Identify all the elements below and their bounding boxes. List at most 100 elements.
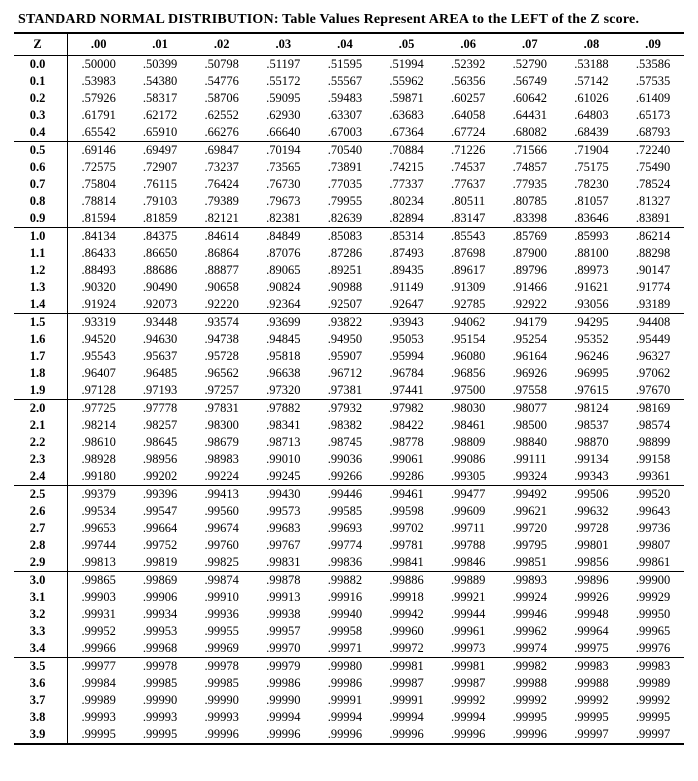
z-cell: 3.1 (14, 589, 68, 606)
col-header: .00 (68, 33, 130, 56)
value-cell: .99983 (561, 658, 623, 676)
value-cell: .83398 (499, 210, 561, 228)
value-cell: .60257 (437, 90, 499, 107)
value-cell: .94630 (129, 331, 191, 348)
value-cell: .99968 (129, 640, 191, 658)
value-cell: .94845 (252, 331, 314, 348)
value-cell: .51595 (314, 56, 376, 74)
z-cell: 3.3 (14, 623, 68, 640)
value-cell: .98214 (68, 417, 130, 434)
value-cell: .95818 (252, 348, 314, 365)
col-header: .04 (314, 33, 376, 56)
table-row: 1.8.96407.96485.96562.96638.96712.96784.… (14, 365, 684, 382)
col-header: .05 (376, 33, 438, 56)
value-cell: .97882 (252, 400, 314, 418)
value-cell: .86864 (191, 245, 253, 262)
value-cell: .80785 (499, 193, 561, 210)
value-cell: .78230 (561, 176, 623, 193)
value-cell: .99953 (129, 623, 191, 640)
table-row: 0.6.72575.72907.73237.73565.73891.74215.… (14, 159, 684, 176)
value-cell: .84849 (252, 228, 314, 246)
value-cell: .81327 (622, 193, 684, 210)
value-cell: .97193 (129, 382, 191, 400)
value-cell: .93448 (129, 314, 191, 332)
table-row: 2.8.99744.99752.99760.99767.99774.99781.… (14, 537, 684, 554)
value-cell: .99609 (437, 503, 499, 520)
value-cell: .95907 (314, 348, 376, 365)
value-cell: .98124 (561, 400, 623, 418)
value-cell: .93189 (622, 296, 684, 314)
value-cell: .99653 (68, 520, 130, 537)
value-cell: .93319 (68, 314, 130, 332)
value-cell: .99973 (437, 640, 499, 658)
value-cell: .99874 (191, 572, 253, 590)
value-cell: .99992 (561, 692, 623, 709)
value-cell: .96327 (622, 348, 684, 365)
value-cell: .76424 (191, 176, 253, 193)
value-cell: .97615 (561, 382, 623, 400)
value-cell: .95154 (437, 331, 499, 348)
value-cell: .93056 (561, 296, 623, 314)
value-cell: .99987 (437, 675, 499, 692)
col-header: .02 (191, 33, 253, 56)
value-cell: .87900 (499, 245, 561, 262)
z-cell: 2.0 (14, 400, 68, 418)
value-cell: .89796 (499, 262, 561, 279)
value-cell: .87493 (376, 245, 438, 262)
value-cell: .99305 (437, 468, 499, 486)
value-cell: .99585 (314, 503, 376, 520)
value-cell: .88686 (129, 262, 191, 279)
table-row: 2.6.99534.99547.99560.99573.99585.99598.… (14, 503, 684, 520)
value-cell: .52392 (437, 56, 499, 74)
value-cell: .79955 (314, 193, 376, 210)
value-cell: .99962 (499, 623, 561, 640)
value-cell: .99992 (622, 692, 684, 709)
value-cell: .99965 (622, 623, 684, 640)
value-cell: .77637 (437, 176, 499, 193)
value-cell: .99846 (437, 554, 499, 572)
table-row: 3.4.99966.99968.99969.99970.99971.99972.… (14, 640, 684, 658)
value-cell: .85769 (499, 228, 561, 246)
value-cell: .83891 (622, 210, 684, 228)
value-cell: .98645 (129, 434, 191, 451)
value-cell: .93574 (191, 314, 253, 332)
value-cell: .93822 (314, 314, 376, 332)
value-cell: .99983 (622, 658, 684, 676)
value-cell: .99492 (499, 486, 561, 504)
value-cell: .95254 (499, 331, 561, 348)
value-cell: .67364 (376, 124, 438, 142)
value-cell: .94062 (437, 314, 499, 332)
z-cell: 0.2 (14, 90, 68, 107)
table-row: 1.7.95543.95637.95728.95818.95907.95994.… (14, 348, 684, 365)
value-cell: .99993 (191, 709, 253, 726)
value-cell: .99632 (561, 503, 623, 520)
value-cell: .99547 (129, 503, 191, 520)
value-cell: .83147 (437, 210, 499, 228)
value-cell: .99975 (561, 640, 623, 658)
value-cell: .99224 (191, 468, 253, 486)
value-cell: .93699 (252, 314, 314, 332)
table-row: 1.3.90320.90490.90658.90824.90988.91149.… (14, 279, 684, 296)
value-cell: .98713 (252, 434, 314, 451)
value-cell: .99878 (252, 572, 314, 590)
z-cell: 3.0 (14, 572, 68, 590)
value-cell: .90824 (252, 279, 314, 296)
value-cell: .84134 (68, 228, 130, 246)
value-cell: .99900 (622, 572, 684, 590)
z-cell: 0.9 (14, 210, 68, 228)
table-row: 2.3.98928.98956.98983.99010.99036.99061.… (14, 451, 684, 468)
value-cell: .67003 (314, 124, 376, 142)
value-cell: .99989 (68, 692, 130, 709)
value-cell: .57926 (68, 90, 130, 107)
z-cell: 3.7 (14, 692, 68, 709)
value-cell: .99869 (129, 572, 191, 590)
value-cell: .97500 (437, 382, 499, 400)
value-cell: .98840 (499, 434, 561, 451)
table-row: 2.1.98214.98257.98300.98341.98382.98422.… (14, 417, 684, 434)
value-cell: .99994 (437, 709, 499, 726)
value-cell: .70194 (252, 142, 314, 160)
value-cell: .99643 (622, 503, 684, 520)
value-cell: .70540 (314, 142, 376, 160)
value-cell: .94295 (561, 314, 623, 332)
value-cell: .99801 (561, 537, 623, 554)
